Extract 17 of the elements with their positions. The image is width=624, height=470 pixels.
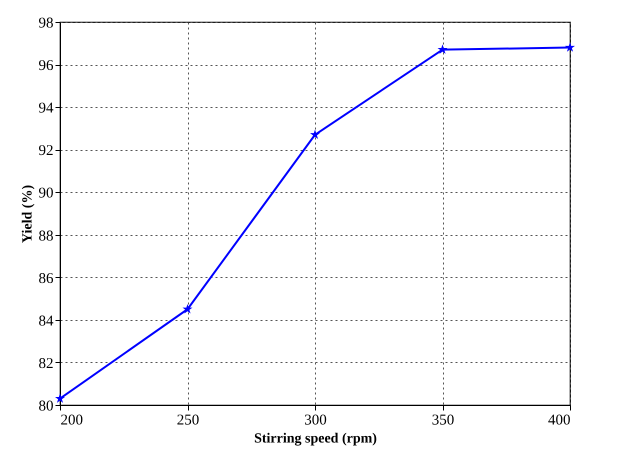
x-tick-label: 300 [304,412,327,428]
x-tick-label: 400 [548,412,570,428]
y-axis-title: Yield (%) [20,184,36,244]
y-tick-label: 80 [38,398,54,414]
x-axis-title: Stirring speed (rpm) [254,432,378,446]
y-tick-label: 82 [38,356,54,372]
x-tick-label: 350 [432,412,454,428]
x-tick-label: 200 [60,412,83,428]
y-tick-label: 92 [38,143,54,160]
y-tick-label: 86 [38,270,54,287]
y-tick-label: 94 [38,100,54,117]
y-tick-label: 96 [38,58,54,74]
y-tick-label: 88 [38,228,54,244]
x-tick-label: 250 [176,412,200,428]
y-tick-label: 84 [38,313,54,330]
y-tick-label: 98 [38,16,54,32]
y-tick-label: 90 [38,186,54,202]
